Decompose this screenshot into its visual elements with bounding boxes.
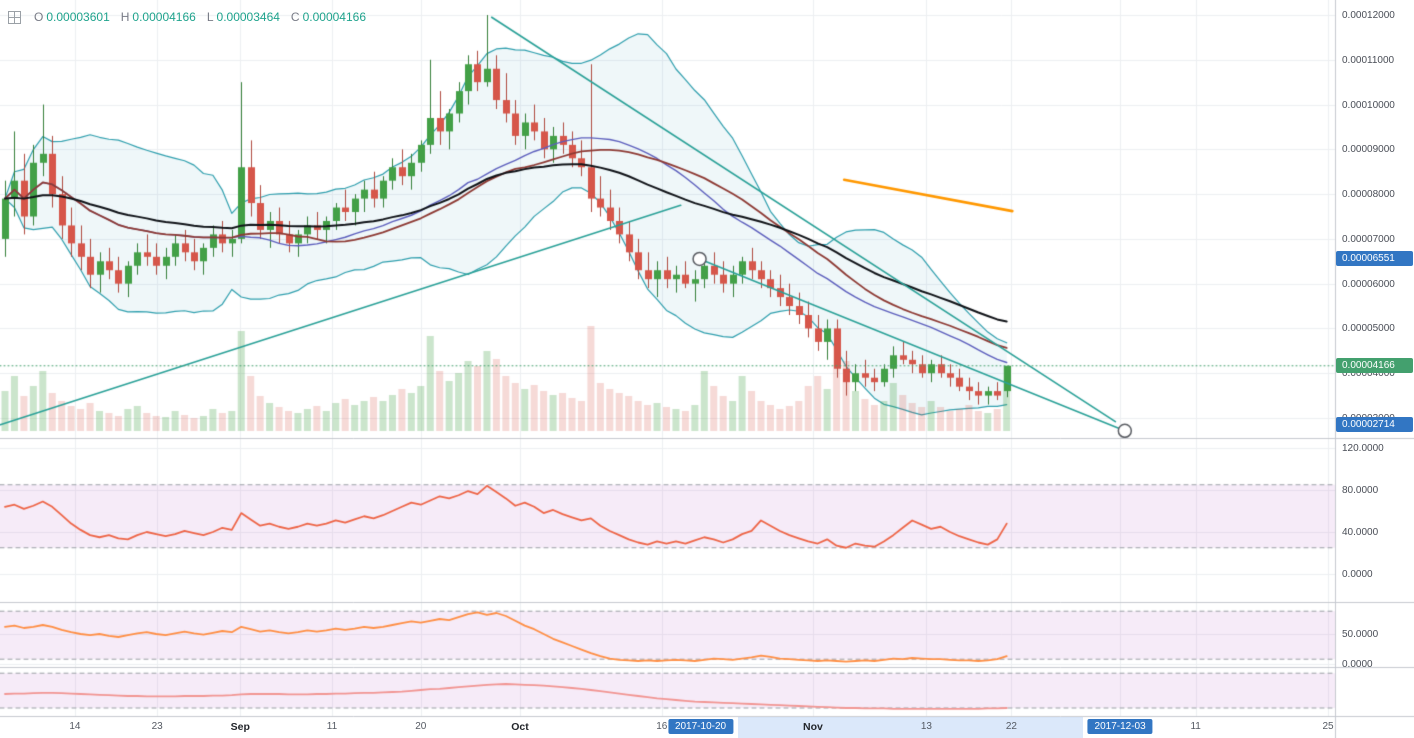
time-axis[interactable]: 14 23 Sep 11 20 Oct 16 Nov 13 22 11 25 2017-10-20 201… <box>0 717 1414 738</box>
price-axis[interactable]: 0.00012000 0.00011000 0.00010000 0.00009000… <box>1336 0 1414 716</box>
low-value: 0.00003464 <box>216 10 280 24</box>
ohlc-high: H 0.00004166 <box>121 10 196 24</box>
time-axis-label: 11 <box>1190 721 1201 732</box>
time-axis-label: 14 <box>69 721 81 732</box>
ohlc-legend: O 0.00003601 H 0.00004166 L 0.00003464 C 0.0… <box>8 10 366 24</box>
low-label: L <box>206 10 214 24</box>
indicator-axis-label: 120.0000 <box>1342 442 1384 454</box>
drawing-price-badge-lower: 0.00002714 <box>1336 417 1413 432</box>
time-axis-label: 16 <box>656 721 668 732</box>
time-axis-label: 20 <box>415 721 427 732</box>
time-axis-label: 23 <box>151 721 163 732</box>
price-axis-label: 0.00004000 <box>1342 367 1395 379</box>
time-axis-label: Oct <box>511 721 529 733</box>
indicator-axis-label: 0.0000 <box>1342 658 1373 670</box>
indicator-axis-label: 80.0000 <box>1342 484 1379 496</box>
indicator-axis-label: 50.0000 <box>1342 628 1379 640</box>
ohlc-open: O 0.00003601 <box>34 10 110 24</box>
indicator-axis-label: 0.0000 <box>1342 568 1373 580</box>
indicator-axis-label: 40.0000 <box>1342 526 1379 538</box>
time-axis-label: 11 <box>326 721 338 732</box>
time-axis-label: 13 <box>920 721 932 732</box>
time-axis-label: Sep <box>230 721 250 733</box>
time-axis-label: Nov <box>803 721 823 733</box>
time-range-highlight <box>737 717 1084 738</box>
drawing-price-badge-upper: 0.00006551 <box>1336 251 1413 266</box>
high-label: H <box>120 10 130 24</box>
open-label: O <box>34 10 44 24</box>
ohlc-close: C 0.00004166 <box>291 10 366 24</box>
date-badge: 2017-12-03 <box>1087 719 1153 734</box>
time-axis-label: 22 <box>1005 721 1017 732</box>
last-price-badge: 0.00004166 <box>1336 358 1413 373</box>
chart-grid-icon <box>8 10 21 24</box>
close-value: 0.00004166 <box>302 10 366 24</box>
time-axis-label: 25 <box>1322 721 1334 732</box>
ohlc-low: L 0.00003464 <box>207 10 280 24</box>
high-value: 0.00004166 <box>132 10 196 24</box>
price-axis-label: 0.00008000 <box>1342 188 1395 200</box>
date-badge: 2017-10-20 <box>667 719 734 734</box>
price-axis-label: 0.00006000 <box>1342 278 1395 290</box>
price-axis-label: 0.00012000 <box>1342 9 1395 21</box>
price-axis-label: 0.00009000 <box>1342 143 1395 155</box>
open-value: 0.00003601 <box>46 10 110 24</box>
price-axis-label: 0.00005000 <box>1342 322 1395 334</box>
price-axis-label: 0.00011000 <box>1342 54 1395 66</box>
close-label: C <box>290 10 300 24</box>
price-axis-label: 0.00010000 <box>1342 99 1395 111</box>
price-axis-label: 0.00007000 <box>1342 233 1395 245</box>
